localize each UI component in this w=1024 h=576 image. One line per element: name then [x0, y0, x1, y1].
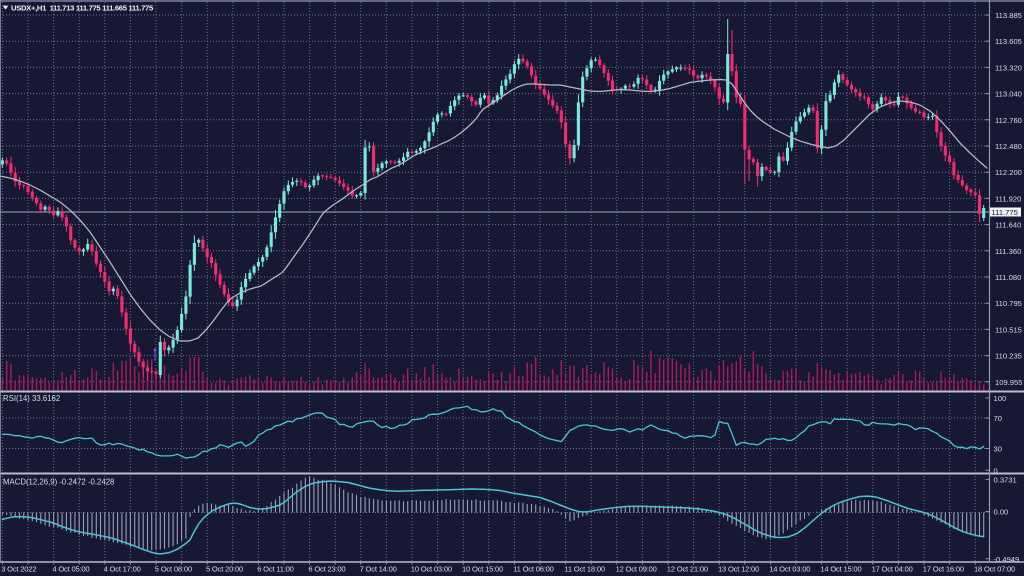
svg-text:17 Oct 16:00: 17 Oct 16:00 — [923, 564, 964, 573]
svg-text:111.920: 111.920 — [995, 194, 1021, 203]
svg-text:17 Oct 04:00: 17 Oct 04:00 — [872, 564, 913, 573]
svg-text:111.080: 111.080 — [995, 273, 1021, 282]
svg-text:14 Oct 15:00: 14 Oct 15:00 — [820, 564, 861, 573]
svg-text:0.00: 0.00 — [994, 508, 1009, 517]
svg-text:0: 0 — [994, 466, 998, 475]
svg-text:5 Oct 20:00: 5 Oct 20:00 — [206, 564, 243, 573]
svg-text:6 Oct 23:00: 6 Oct 23:00 — [308, 564, 345, 573]
svg-text:-0.4949: -0.4949 — [994, 555, 1020, 564]
svg-text:12 Oct 09:00: 12 Oct 09:00 — [616, 564, 657, 573]
svg-text:30: 30 — [994, 445, 1002, 454]
svg-text:13 Oct 12:00: 13 Oct 12:00 — [718, 564, 759, 573]
svg-text:USDX+,H1 111.713 111.775 111.: USDX+,H1 111.713 111.775 111.665 111.775 — [11, 4, 154, 13]
svg-text:MACD(12,26,9) -0.2472 -0.2428: MACD(12,26,9) -0.2472 -0.2428 — [3, 478, 114, 487]
svg-text:112.760: 112.760 — [995, 116, 1022, 125]
svg-text:113.320: 113.320 — [995, 63, 1022, 72]
svg-text:3 Oct 2022: 3 Oct 2022 — [1, 564, 36, 573]
svg-text:10 Oct 15:00: 10 Oct 15:00 — [462, 564, 503, 573]
svg-text:113.040: 113.040 — [995, 90, 1022, 99]
svg-text:4 Oct 17:00: 4 Oct 17:00 — [104, 564, 141, 573]
svg-text:112.200: 112.200 — [995, 168, 1022, 177]
svg-text:113.605: 113.605 — [995, 37, 1022, 46]
svg-text:5 Oct 08:00: 5 Oct 08:00 — [155, 564, 192, 573]
svg-text:111.640: 111.640 — [995, 221, 1021, 230]
svg-text:112.480: 112.480 — [995, 142, 1022, 151]
svg-text:0.3731: 0.3731 — [994, 475, 1017, 484]
svg-text:110.795: 110.795 — [995, 299, 1022, 308]
svg-text:110.515: 110.515 — [995, 325, 1022, 334]
svg-text:4 Oct 05:00: 4 Oct 05:00 — [52, 564, 89, 573]
svg-text:6 Oct 11:00: 6 Oct 11:00 — [257, 564, 294, 573]
svg-text:113.885: 113.885 — [995, 11, 1022, 20]
svg-text:70: 70 — [994, 414, 1002, 423]
svg-text:11 Oct 06:00: 11 Oct 06:00 — [513, 564, 554, 573]
svg-text:100: 100 — [994, 394, 1007, 403]
svg-text:RSI(14) 33.6162: RSI(14) 33.6162 — [3, 394, 60, 403]
svg-text:110.235: 110.235 — [995, 352, 1022, 361]
svg-text:109.955: 109.955 — [995, 378, 1022, 387]
svg-text:10 Oct 03:00: 10 Oct 03:00 — [411, 564, 452, 573]
svg-text:111.775: 111.775 — [992, 208, 1018, 217]
svg-text:11 Oct 18:00: 11 Oct 18:00 — [564, 564, 605, 573]
svg-text:111.360: 111.360 — [995, 247, 1021, 256]
svg-text:12 Oct 21:00: 12 Oct 21:00 — [667, 564, 708, 573]
svg-text:7 Oct 14:00: 7 Oct 14:00 — [360, 564, 397, 573]
svg-text:14 Oct 03:00: 14 Oct 03:00 — [769, 564, 810, 573]
svg-text:18 Oct 07:00: 18 Oct 07:00 — [974, 564, 1015, 573]
